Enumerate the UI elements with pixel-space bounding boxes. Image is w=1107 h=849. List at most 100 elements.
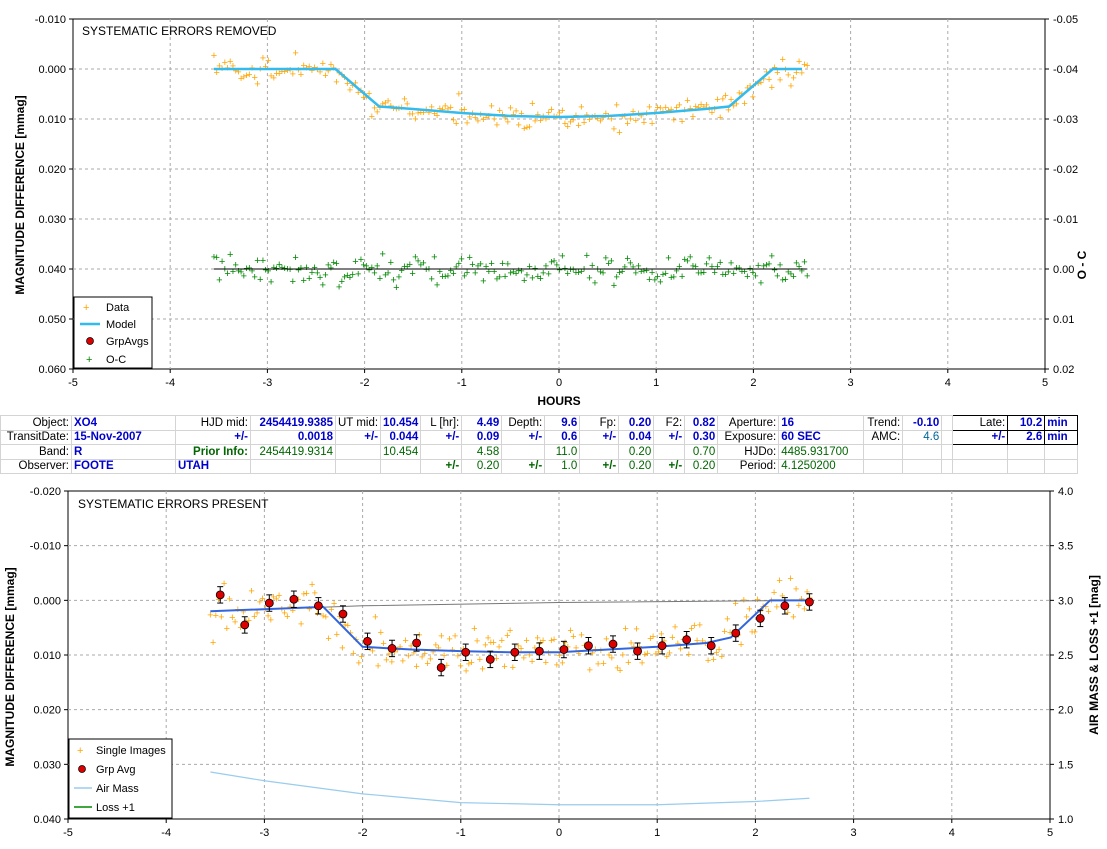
single-image-point: +: [312, 588, 318, 600]
single-image-point: +: [699, 636, 705, 648]
oc-point: +: [638, 266, 644, 278]
grp-avg-point: [387, 644, 397, 653]
single-image-point: +: [295, 594, 301, 606]
single-image-point: +: [386, 649, 392, 661]
single-image-point: +: [691, 620, 697, 632]
single-image-point: +: [556, 650, 562, 662]
oc-point: +: [309, 267, 315, 279]
oc-point: +: [434, 279, 440, 291]
x-tick-label: 1: [653, 377, 659, 389]
oc-point: +: [518, 266, 524, 278]
oc-point: +: [355, 268, 361, 280]
grp-avg-point: [608, 639, 618, 649]
oc-point: +: [597, 267, 603, 279]
single-image-point: +: [336, 611, 342, 623]
bottom-chart-title: SYSTEMATIC ERRORS PRESENT: [78, 497, 269, 511]
single-image-point: +: [543, 657, 549, 669]
data-point: +: [472, 112, 478, 124]
oc-point: +: [559, 250, 565, 262]
data-point: +: [537, 115, 543, 127]
single-image-point: +: [457, 660, 463, 672]
oc-point: +: [752, 270, 758, 282]
oc-point: +: [695, 267, 701, 279]
single-image-point: +: [763, 601, 769, 613]
oc-point: +: [344, 270, 350, 282]
oc-point: +: [385, 268, 391, 280]
oc-point: +: [548, 256, 554, 268]
single-image-point: +: [661, 636, 667, 648]
single-image-point: +: [496, 642, 502, 654]
single-image-point: +: [375, 660, 381, 672]
data-point: +: [641, 117, 647, 129]
oc-point: +: [578, 266, 584, 278]
single-image-point: +: [562, 637, 568, 649]
single-image-point: +: [686, 649, 692, 661]
oc-point: +: [379, 249, 385, 261]
hjd-err: 0.0018: [250, 429, 336, 445]
period-value: 4.1250200: [778, 458, 865, 474]
data-point: +: [619, 111, 625, 123]
data-point: +: [513, 105, 519, 117]
oc-point: +: [496, 271, 502, 283]
single-image-point: +: [523, 635, 529, 647]
single-image-point: +: [573, 643, 579, 655]
data-point: +: [461, 104, 467, 116]
single-image-point: +: [532, 642, 538, 654]
y-tick-label: 0.000: [33, 595, 61, 607]
oc-point: +: [325, 259, 331, 271]
data-point: +: [750, 91, 756, 103]
top-x-axis-label: HOURS: [537, 394, 580, 408]
oc-point: +: [524, 270, 530, 282]
data-point: +: [562, 118, 568, 130]
oc-point: +: [788, 268, 794, 280]
y-tick-label: 0.020: [38, 164, 66, 176]
data-point: +: [483, 112, 489, 124]
y2-tick-label: -0.05: [1053, 14, 1078, 26]
oc-point: +: [663, 268, 669, 280]
data-point: +: [673, 102, 679, 114]
single-image-point: +: [510, 662, 516, 674]
grp-avg-point: [338, 609, 348, 619]
model-line: [213, 67, 802, 119]
oc-point: +: [298, 262, 304, 274]
oc-point: +: [614, 272, 620, 284]
data-point: +: [480, 114, 486, 126]
data-point: +: [496, 105, 502, 117]
oc-point: +: [437, 266, 443, 278]
single-image-point: +: [716, 644, 722, 656]
oc-point: +: [782, 274, 788, 286]
data-point: +: [766, 74, 772, 86]
oc-point: +: [388, 257, 394, 269]
data-point: +: [790, 73, 796, 85]
grp-avg-point: [682, 635, 692, 645]
oc-point: +: [687, 251, 693, 263]
y2-tick-label: 0.00: [1053, 264, 1074, 276]
single-image-point: +: [441, 650, 447, 662]
single-image-point: +: [218, 612, 224, 624]
oc-point: +: [722, 269, 728, 281]
single-image-point: +: [270, 591, 276, 603]
depth-err: 0.6: [544, 429, 581, 445]
single-image-point: +: [765, 606, 771, 618]
x-tick-label: -5: [63, 827, 73, 839]
f2-pm: +/-: [653, 429, 686, 445]
oc-point: +: [641, 266, 647, 278]
single-image-point: +: [507, 625, 513, 637]
x-tick-label: -1: [456, 827, 466, 839]
single-image-point: +: [515, 641, 521, 653]
single-image-point: +: [595, 658, 601, 670]
prior-label: Prior Info:: [175, 444, 251, 460]
y2-tick-label: 3.0: [1058, 595, 1073, 607]
single-image-point: +: [210, 637, 216, 649]
x-tick-label: 2: [752, 827, 758, 839]
oc-point: +: [262, 264, 268, 276]
legend-model: Model: [106, 319, 136, 331]
data-point: +: [360, 92, 366, 104]
data-point: +: [793, 67, 799, 79]
depth-label: Depth:: [501, 415, 546, 431]
data-point: +: [309, 65, 315, 77]
prior-fp: 0.20: [618, 444, 655, 460]
y2-tick-label: 2.5: [1058, 650, 1073, 662]
oc-point: +: [711, 267, 717, 279]
single-image-point: +: [669, 632, 675, 644]
